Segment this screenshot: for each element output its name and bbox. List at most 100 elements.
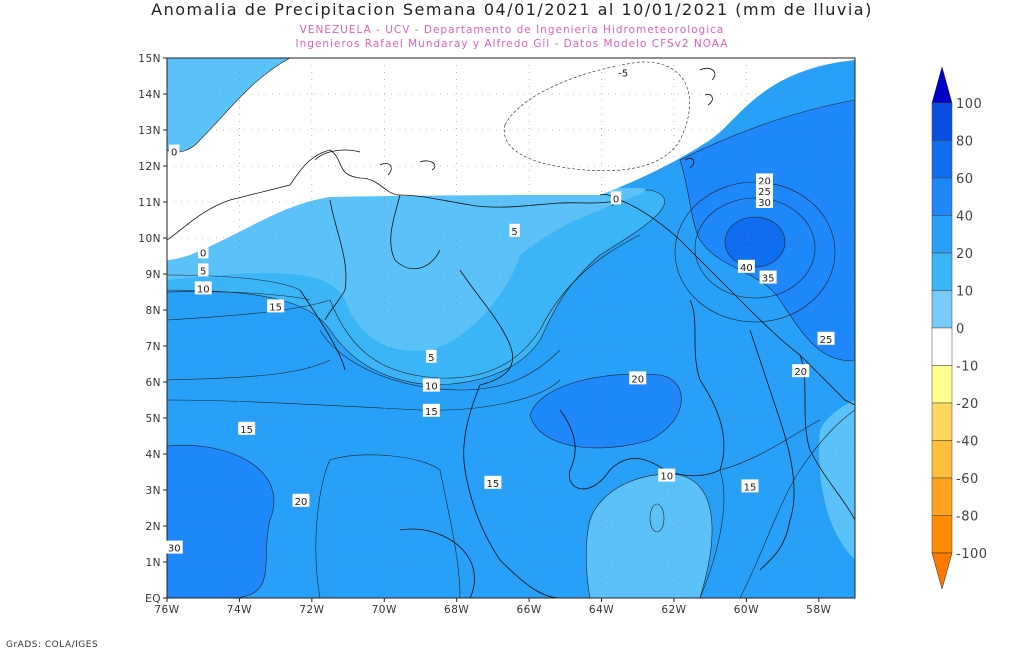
lat-tick-label: 4N — [145, 449, 161, 461]
lon-tick-label: 62W — [661, 604, 686, 616]
contour-label-text: 10 — [197, 284, 210, 295]
lon-tick-label: 70W — [372, 604, 397, 616]
contour-label: 10 — [658, 468, 676, 483]
contour-label-text: -5 — [618, 68, 628, 79]
colorbar-label: 40 — [956, 210, 974, 225]
contour-label-text: 0 — [200, 248, 206, 259]
contour-label-bg — [792, 364, 810, 378]
contour-label-text: 10 — [660, 472, 673, 483]
contour-label: 20 — [629, 371, 647, 385]
contour-label-text: 5 — [511, 227, 517, 238]
contour-label: -5 — [614, 65, 632, 79]
colorbar-swatch — [931, 102, 953, 141]
contour-label-text: 10 — [425, 382, 438, 393]
contour-label-text: 20 — [758, 176, 771, 187]
lat-tick-label: 7N — [145, 341, 161, 353]
colorbar-bottom-arrow — [931, 552, 953, 590]
contour-label: 5 — [509, 223, 520, 238]
contour-label-text: 5 — [200, 266, 206, 277]
colorbar-swatch — [931, 477, 953, 516]
contour-label: 15 — [741, 479, 759, 493]
contour-label-text: 30 — [758, 198, 771, 209]
lon-tick-label: 68W — [444, 604, 469, 616]
lon-tick-label: 72W — [299, 604, 324, 616]
colorbar-swatch — [931, 252, 953, 291]
lat-tick-label: 15N — [138, 53, 161, 65]
map-title: Anomalia de Precipitacion Semana 04/01/2… — [151, 0, 873, 19]
contour-label-bg — [422, 378, 440, 392]
contour-label: 0 — [610, 191, 622, 205]
colorbar-swatch — [931, 327, 953, 366]
colorbar-swatch — [931, 290, 953, 329]
contour-label-text: 0 — [171, 148, 177, 159]
colorbar-label: 0 — [956, 322, 965, 337]
contour-label-bg — [629, 371, 647, 385]
lat-tick-label: 8N — [145, 305, 161, 317]
lat-tick-label: 9N — [145, 269, 161, 281]
colorbar-label: 10 — [956, 285, 974, 300]
colorbar-label: -60 — [956, 472, 979, 487]
contour-label: 10 — [422, 378, 440, 393]
lat-tick-label: 3N — [145, 485, 161, 497]
contour-label: 40 — [737, 259, 755, 274]
coastlines — [167, 67, 855, 598]
credit-text: GrADS: COLA/IGES — [6, 640, 99, 650]
contour-label-text: 15 — [269, 302, 282, 313]
lon-tick-label: 66W — [516, 604, 541, 616]
contour-label-bg — [755, 195, 773, 208]
colorbar-swatch — [931, 515, 953, 554]
map-subtitle-institution: VENEZUELA - UCV - Departamento de Ingeni… — [299, 24, 725, 36]
contour-label-text: 35 — [762, 274, 775, 285]
contour-label-bg — [168, 144, 180, 158]
contour-label-bg — [267, 299, 285, 313]
contour-label: 30 — [165, 540, 183, 555]
lat-tick-label: 1N — [145, 557, 161, 569]
contour-label-bg — [759, 270, 777, 284]
contour-label: 25 — [817, 331, 835, 346]
contour-label: 30 — [755, 195, 773, 209]
lon-tick-label: 64W — [589, 604, 614, 616]
colorbar-swatch — [931, 140, 953, 179]
latitude-ticks: 15N 14N 13N 12N 11N 10N 9N 8N 7N 6N 5N 4N 3N 2N 1N EQ — [138, 53, 167, 605]
contour-label: 0 — [168, 144, 180, 159]
lat-tick-label: 10N — [138, 233, 161, 245]
contour-label: 15 — [238, 421, 256, 436]
colorbar-label: 100 — [956, 97, 982, 112]
colorbar-label: -20 — [956, 397, 979, 412]
colorbar-swatch — [931, 402, 953, 441]
contour-label-text: 40 — [740, 263, 753, 274]
colorbar-label: -40 — [956, 435, 979, 450]
contour-label-text: 0 — [613, 194, 619, 205]
contour-label: 35 — [759, 270, 777, 285]
lon-tick-label: 60W — [734, 604, 759, 616]
contour-label-bg — [238, 421, 256, 435]
contour-label-bg — [484, 475, 502, 489]
contour-label-text: 15 — [744, 482, 757, 493]
contour-label-bg — [737, 259, 755, 273]
lat-tick-label: 11N — [138, 197, 161, 209]
plot-frame — [166, 57, 856, 599]
map-subtitle-authors: Ingenieros Rafael Mundaray y Alfredo Gil… — [295, 38, 729, 50]
contour-label-bg — [741, 479, 759, 493]
contour-label-text: 15 — [425, 407, 438, 418]
lon-tick-label: 74W — [227, 604, 252, 616]
contour-label-bg — [422, 403, 440, 417]
contour-label-text: 20 — [631, 374, 644, 385]
contour-label-bg — [817, 331, 835, 345]
lat-tick-label: 13N — [138, 125, 161, 137]
longitude-ticks: 76W 74W 72W 70W 68W 66W 64W 62W 60W 58W — [154, 598, 831, 616]
contour-label-bg — [292, 493, 310, 507]
contour-label: 25 — [755, 184, 773, 198]
contour-label: 5 — [426, 349, 437, 364]
contour-label: 0 — [197, 245, 209, 259]
contour-label: 20 — [755, 173, 773, 187]
contour-label-bg — [426, 349, 437, 363]
lat-tick-label: 6N — [145, 377, 161, 389]
contour-label-text: 20 — [794, 367, 807, 378]
colorbar-label: -100 — [956, 547, 988, 562]
contour-label-bg — [755, 184, 773, 198]
contour-label-text: 5 — [428, 353, 434, 364]
lon-tick-label: 76W — [154, 604, 179, 616]
